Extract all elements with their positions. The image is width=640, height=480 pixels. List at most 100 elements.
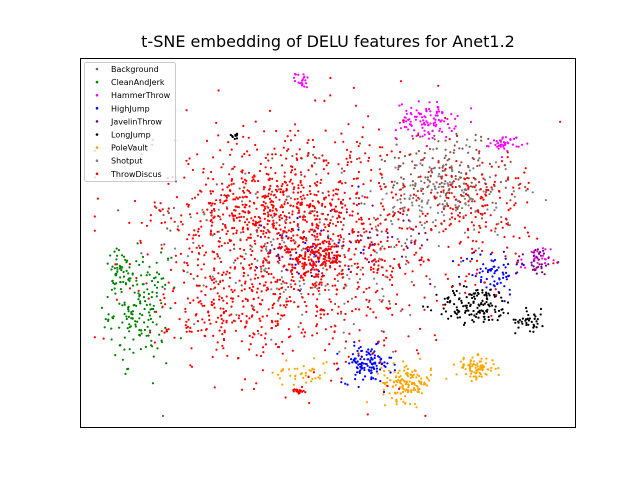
- data-point: [235, 196, 238, 199]
- data-point: [109, 254, 112, 257]
- data-point: [473, 186, 476, 189]
- data-point: [452, 151, 455, 154]
- data-point: [375, 251, 378, 254]
- data-point: [164, 326, 167, 329]
- data-point: [244, 297, 247, 300]
- data-point: [255, 207, 258, 210]
- data-point: [111, 279, 114, 282]
- data-point: [102, 337, 105, 340]
- data-point: [258, 282, 261, 285]
- data-point: [329, 219, 332, 222]
- data-point: [112, 315, 115, 318]
- data-point: [524, 319, 527, 322]
- data-point: [258, 317, 261, 320]
- data-point: [441, 111, 444, 114]
- data-point: [432, 117, 435, 120]
- data-point: [297, 255, 301, 258]
- data-point: [359, 251, 362, 254]
- data-point: [379, 380, 382, 383]
- data-point: [380, 258, 383, 261]
- data-point: [296, 367, 299, 370]
- data-point: [470, 107, 473, 110]
- data-point: [240, 215, 243, 218]
- data-point: [332, 256, 335, 259]
- data-point: [357, 185, 360, 188]
- data-point: [126, 327, 129, 330]
- data-point: [370, 168, 373, 172]
- data-point: [473, 371, 476, 374]
- data-point: [259, 217, 262, 220]
- data-point: [517, 320, 520, 323]
- data-point: [262, 200, 265, 203]
- data-point: [251, 179, 254, 182]
- data-point: [343, 191, 346, 194]
- data-point: [401, 387, 404, 390]
- data-point: [134, 325, 137, 328]
- data-point: [326, 283, 329, 286]
- data-point: [226, 186, 229, 189]
- data-point: [422, 119, 425, 122]
- data-point: [412, 389, 415, 392]
- data-point: [495, 206, 498, 209]
- data-point: [444, 303, 447, 306]
- data-point: [481, 213, 484, 216]
- data-point: [322, 362, 325, 365]
- data-point: [317, 238, 320, 241]
- data-point: [279, 191, 282, 194]
- data-point: [515, 263, 518, 266]
- data-point: [340, 167, 344, 170]
- data-point: [299, 179, 302, 183]
- data-point: [284, 139, 287, 143]
- data-point: [491, 304, 494, 307]
- data-point: [216, 341, 219, 344]
- data-point: [326, 249, 329, 252]
- data-point: [514, 318, 517, 321]
- data-point: [209, 230, 213, 233]
- data-point: [281, 164, 284, 167]
- data-point: [202, 211, 205, 214]
- data-point: [365, 401, 368, 404]
- data-point: [131, 273, 134, 276]
- data-point: [215, 280, 218, 283]
- data-point: [488, 193, 491, 196]
- data-point: [269, 209, 272, 212]
- data-point: [289, 300, 292, 303]
- data-point: [517, 145, 520, 148]
- data-point: [487, 315, 490, 319]
- data-point: [471, 200, 474, 203]
- data-point: [240, 289, 243, 292]
- data-point: [481, 289, 484, 292]
- data-point: [533, 257, 536, 260]
- data-point: [293, 301, 296, 304]
- data-point: [285, 198, 288, 201]
- data-point: [164, 283, 167, 286]
- data-point: [186, 325, 190, 328]
- data-point: [507, 275, 510, 278]
- data-point: [294, 283, 297, 286]
- data-point: [170, 217, 173, 220]
- series-highjump: [255, 185, 525, 394]
- data-point: [469, 260, 472, 263]
- data-point: [307, 375, 310, 379]
- data-point: [265, 245, 268, 248]
- data-point: [485, 293, 488, 296]
- data-point: [465, 257, 469, 260]
- data-point: [346, 163, 349, 167]
- data-point: [307, 249, 311, 252]
- data-point: [430, 169, 433, 172]
- data-point: [230, 305, 233, 308]
- data-point: [380, 300, 383, 303]
- data-point: [271, 304, 274, 307]
- data-point: [113, 250, 116, 253]
- data-point: [213, 202, 216, 205]
- data-point: [357, 145, 360, 148]
- data-point: [185, 159, 188, 162]
- data-point: [275, 221, 278, 224]
- data-point: [448, 126, 451, 130]
- data-point: [497, 373, 500, 377]
- data-point: [303, 197, 306, 200]
- data-point: [490, 366, 493, 369]
- data-point: [240, 200, 244, 203]
- data-point: [313, 205, 316, 208]
- data-point: [240, 177, 243, 180]
